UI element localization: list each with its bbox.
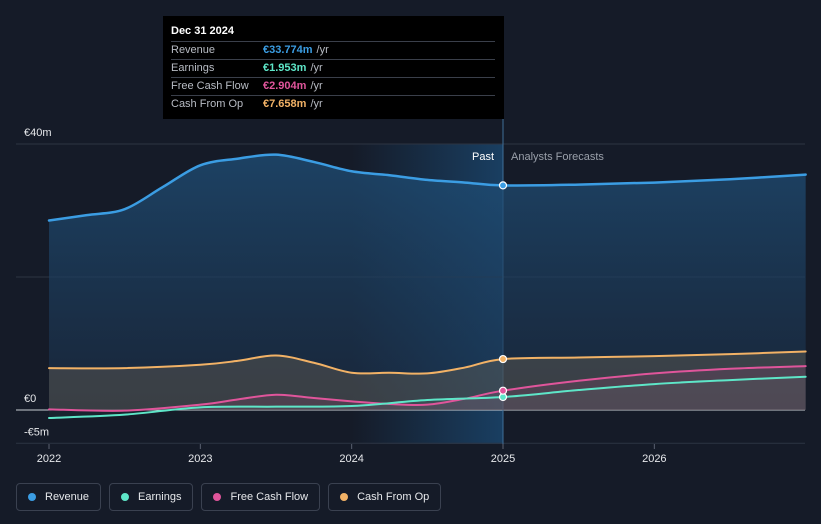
x-tick-label: 2025 [491, 453, 515, 465]
y-tick-label: €40m [24, 127, 52, 139]
legend-dot-icon [340, 493, 349, 501]
tooltip-value: €1.953m [263, 62, 307, 74]
tooltip-label: Earnings [171, 62, 215, 74]
line-earnings [48, 375, 807, 419]
tooltip-value: €7.658m [263, 98, 307, 110]
area-cash-from-op [49, 351, 806, 410]
tooltip-date: Dec 31 2024 [171, 25, 234, 37]
hover-tooltip: Dec 31 2024 Revenue €33.774m /yr Earning… [163, 16, 504, 119]
legend-free-cash-flow[interactable]: Free Cash Flow [201, 483, 321, 511]
legend-dot-icon [121, 493, 130, 501]
tooltip-unit: /yr [310, 98, 323, 110]
legend-label: Free Cash Flow [230, 491, 309, 503]
x-tick-label: 2024 [339, 453, 363, 465]
tooltip-value: €33.774m [263, 44, 313, 56]
legend-cash-from-op[interactable]: Cash From Op [328, 483, 442, 511]
y-tick-label: €0 [24, 393, 36, 405]
tooltip-unit: /yr [316, 44, 329, 56]
legend-earnings[interactable]: Earnings [109, 483, 194, 511]
marker-free-cash-flow [498, 386, 508, 395]
past-label: Past [472, 151, 494, 163]
line-cash-from-op [48, 350, 807, 375]
tooltip-label: Free Cash Flow [171, 80, 249, 92]
x-tick-label: 2022 [37, 453, 61, 465]
x-tick-label: 2026 [642, 453, 666, 465]
marker-cash-from-op [498, 354, 508, 364]
tooltip-row-free-cash-flow: Free Cash Flow €2.904m /yr [171, 77, 495, 95]
tooltip-value: €2.904m [263, 80, 307, 92]
legend-dot-icon [213, 493, 222, 501]
area-revenue [49, 154, 806, 410]
forecast-label: Analysts Forecasts [511, 151, 604, 163]
legend-dot-icon [28, 493, 36, 501]
legend-label: Revenue [45, 491, 90, 503]
tooltip-unit: /yr [310, 62, 323, 74]
tooltip-label: Cash From Op [171, 98, 244, 110]
tooltip-row-revenue: Revenue €33.774m /yr [171, 41, 495, 59]
legend-revenue[interactable]: Revenue [16, 483, 102, 511]
line-revenue [47, 153, 807, 222]
tooltip-unit: /yr [310, 80, 323, 92]
legend-label: Earnings [138, 491, 182, 503]
tooltip-row-earnings: Earnings €1.953m /yr [171, 59, 495, 77]
legend-label: Cash From Op [357, 491, 430, 503]
x-tick-label: 2023 [188, 453, 212, 465]
marker-revenue [498, 181, 508, 190]
tooltip-row-cash-from-op: Cash From Op €7.658m /yr [171, 95, 495, 113]
y-tick-label: -€5m [24, 426, 49, 438]
tooltip-label: Revenue [171, 44, 216, 56]
chart-legend: Revenue Earnings Free Cash Flow Cash Fro… [16, 483, 449, 511]
